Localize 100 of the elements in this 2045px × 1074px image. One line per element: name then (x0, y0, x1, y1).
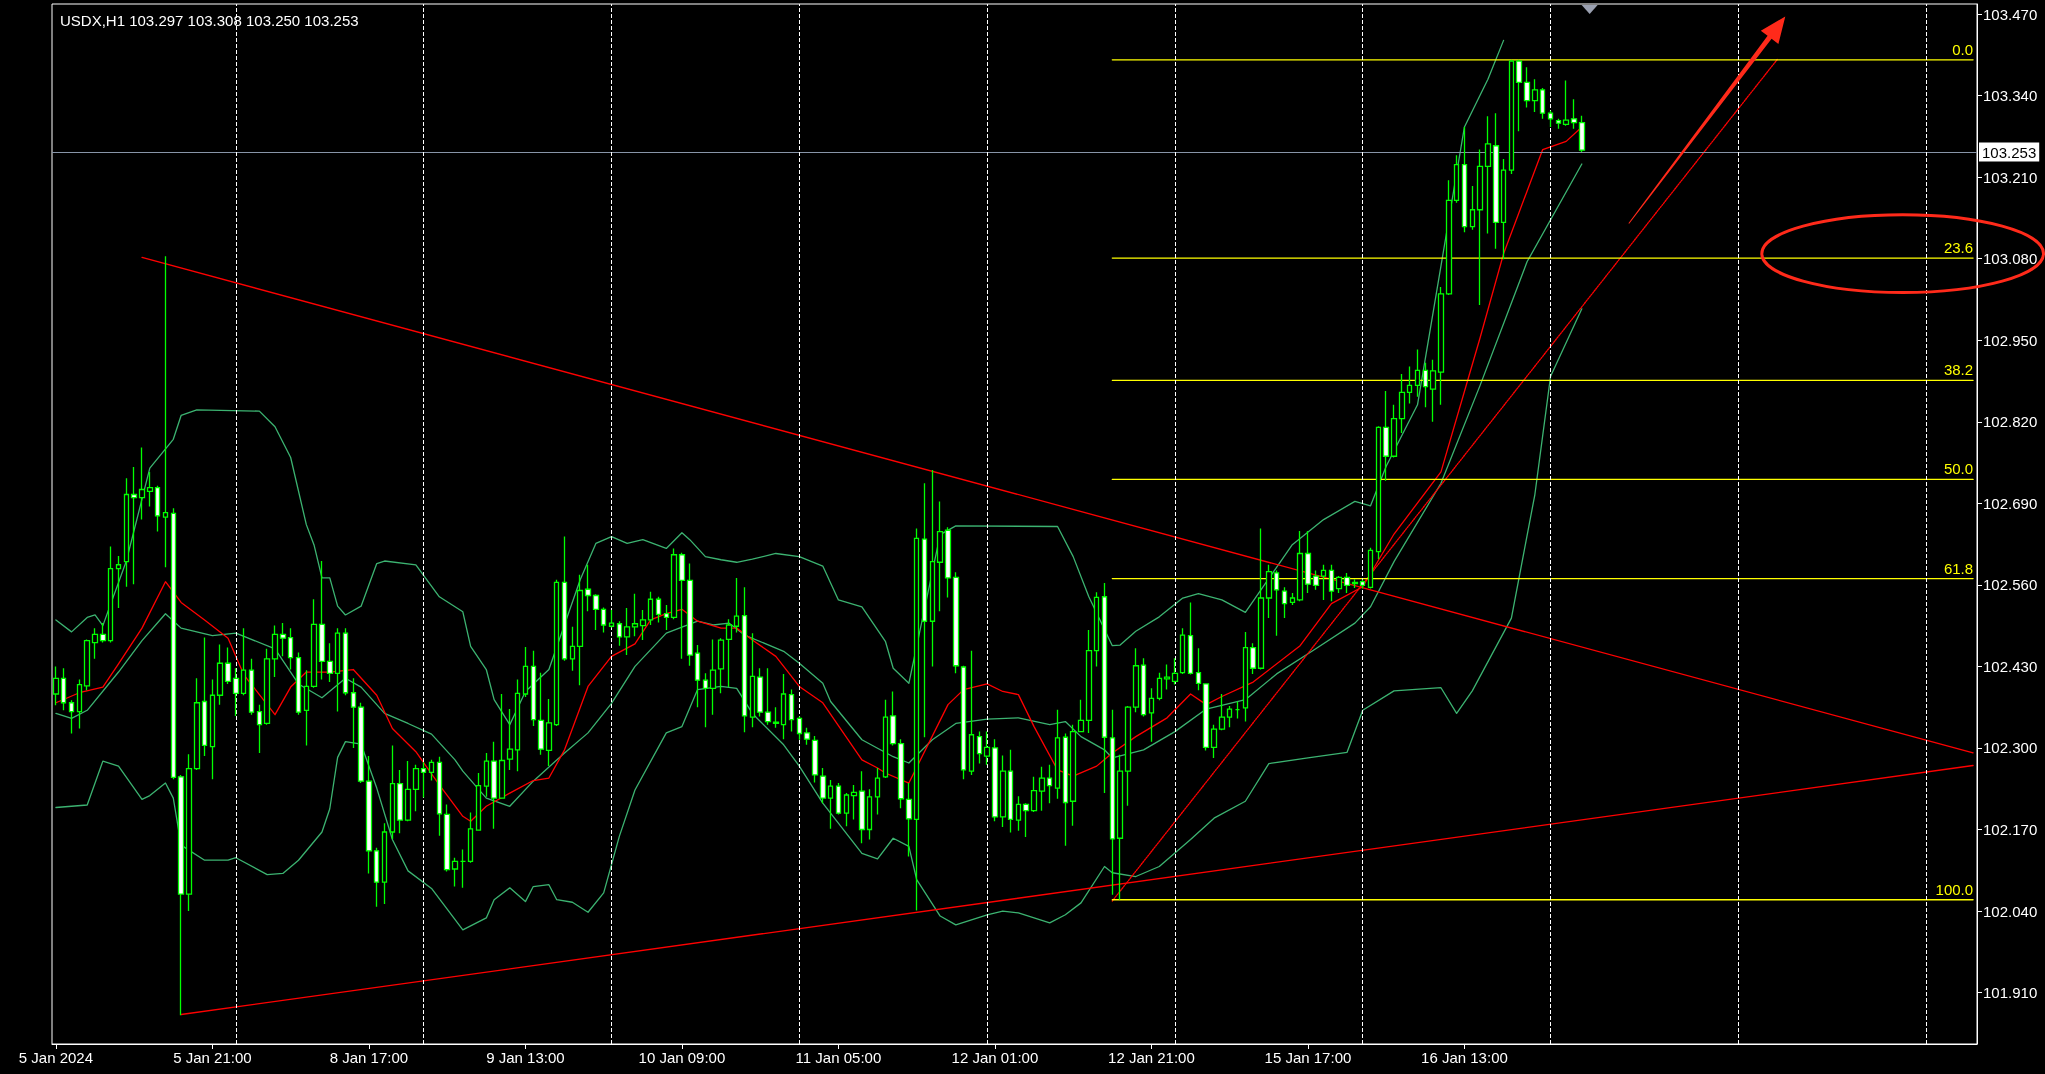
candlestick (209, 678, 216, 780)
candlestick (428, 759, 435, 782)
candlestick (1101, 582, 1108, 794)
candlestick (1429, 359, 1437, 423)
candlestick (686, 562, 694, 667)
candlestick (819, 767, 827, 804)
candlestick (1007, 749, 1014, 834)
candlestick (772, 706, 780, 729)
y-tick-label: 102.690 (1983, 494, 2038, 512)
candlestick (1022, 802, 1030, 838)
candlestick (553, 579, 560, 727)
candlestick (1492, 112, 1500, 250)
candlestick (1109, 709, 1116, 896)
candlestick (1202, 682, 1210, 752)
candlestick (1515, 59, 1523, 132)
series-label: 50.0 (1943, 460, 1974, 478)
candlestick (1414, 348, 1421, 398)
candlestick (443, 803, 451, 873)
x-tick-label: 8 Jan 17:00 (329, 1049, 409, 1066)
candlestick (412, 764, 420, 812)
candlestick (326, 642, 334, 683)
x-tick-label: 5 Jan 21:00 (173, 1049, 252, 1066)
y-tick-label: 102.950 (1983, 331, 2038, 349)
candlestick (1461, 126, 1468, 233)
ref-line-label: 103.253 (1982, 143, 2037, 161)
candlestick (780, 673, 787, 740)
candlestick (107, 545, 114, 644)
candlestick (248, 658, 255, 716)
candlestick (1445, 179, 1453, 296)
candlestick (1422, 362, 1429, 408)
candlestick (1531, 78, 1539, 113)
series-label: 38.2 (1943, 361, 1974, 379)
candlestick (60, 667, 67, 711)
candlestick (616, 620, 623, 647)
candlestick (1398, 373, 1406, 434)
candlestick (1116, 754, 1124, 901)
candlestick (889, 690, 897, 747)
y-tick-label: 102.430 (1983, 657, 2038, 675)
candlestick (1367, 547, 1374, 590)
candlestick (1562, 79, 1570, 127)
candlestick (561, 535, 568, 662)
y-tick-label: 102.820 (1983, 413, 2038, 431)
candlestick (1234, 700, 1241, 720)
candlestick (1273, 569, 1280, 637)
candlestick (1500, 158, 1507, 260)
candlestick (76, 678, 83, 730)
text: USDX,H1 103.297 103.308 103.250 103.253 (60, 12, 359, 29)
candlestick (357, 702, 365, 784)
candlestick (913, 527, 920, 912)
x-tick-label: 11 Jan 05:00 (795, 1049, 882, 1066)
candlestick (874, 767, 881, 816)
candlestick (756, 667, 764, 718)
x-tick-label: 12 Jan 01:00 (951, 1049, 1039, 1066)
candlestick (608, 609, 615, 629)
candlestick (1163, 663, 1171, 691)
x-tick-label: 16 Jan 13:00 (1421, 1049, 1508, 1066)
series-label: 23.6 (1943, 238, 1974, 256)
candlestick (866, 788, 873, 841)
candlestick (1069, 724, 1077, 827)
candlestick (1335, 575, 1343, 594)
candlestick (991, 738, 999, 822)
candlestick (498, 693, 506, 800)
candlestick (647, 591, 654, 626)
candlestick (1539, 87, 1546, 120)
candlestick (483, 752, 490, 798)
y-tick-label: 103.340 (1983, 87, 2038, 105)
candlestick (709, 638, 717, 716)
candlestick (882, 698, 889, 779)
y-tick-label: 103.080 (1983, 250, 2038, 268)
candlestick (365, 755, 373, 875)
candlestick (91, 627, 99, 660)
candlestick (960, 665, 967, 780)
candlestick (185, 753, 193, 912)
candlestick (201, 636, 208, 757)
candlestick (592, 593, 600, 631)
candlestick (1437, 286, 1445, 406)
candlestick (1453, 154, 1460, 204)
candlestick (115, 555, 122, 609)
candlestick (224, 646, 232, 685)
candlestick (1195, 647, 1202, 691)
candlestick (1093, 591, 1100, 668)
candlestick (1281, 586, 1288, 619)
x-tick-label: 12 Jan 21:00 (1108, 1049, 1195, 1066)
candlestick (1038, 766, 1046, 812)
candlestick (396, 769, 404, 834)
y-tick-label: 102.560 (1983, 576, 2038, 594)
candlestick (1382, 390, 1390, 482)
candlestick (537, 672, 545, 756)
y-tick-label: 102.300 (1983, 739, 2038, 757)
candlestick (381, 822, 388, 905)
x-tick-label: 5 Jan 2024 (18, 1049, 94, 1066)
candlestick (451, 857, 459, 888)
candlestick (678, 552, 686, 660)
candlestick (193, 677, 201, 771)
candlestick (123, 477, 130, 588)
candlestick (944, 526, 952, 599)
candlestick (1375, 425, 1382, 560)
candlestick (1555, 118, 1562, 130)
candlestick (545, 698, 553, 767)
candlestick (522, 646, 529, 698)
